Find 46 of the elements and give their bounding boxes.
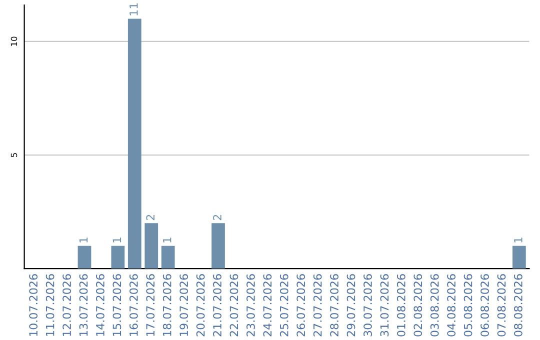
x-tick-label: 01.08.2026 [396,274,406,336]
bar [512,246,526,269]
bar [212,223,225,269]
x-tick-label: 22.07.2026 [230,274,238,336]
x-tick-label: 20.07.2026 [196,274,205,336]
x-tick-label: 03.08.2026 [430,274,439,336]
x-tick-label: 23.07.2026 [246,274,255,336]
x-tick-label: 05.08.2026 [464,274,472,336]
x-tick-label: 26.07.2026 [296,274,306,336]
x-tick-label: 25.07.2026 [280,274,288,336]
x-tick-label: 14.07.2026 [96,274,104,336]
data-label: 1 [514,238,522,242]
x-tick-label: 12.07.2026 [62,274,71,336]
y-tick-label: 10 [10,36,18,46]
x-tick-label: 15.07.2026 [112,274,122,336]
data-label: 1 [112,238,121,242]
x-tick-label: 17.07.2026 [146,274,155,336]
x-tick-label: 28.07.2026 [330,274,338,336]
x-tick-label: 30.07.2026 [364,274,372,336]
data-label: 1 [163,238,172,242]
y-tick-label: 5 [10,153,18,158]
x-tick-label: 07.08.2026 [497,274,506,336]
bar [78,246,92,269]
bar [111,246,125,269]
x-tick-label: 11.07.2026 [46,274,54,336]
bar [144,223,158,269]
x-tick-label: 24.07.2026 [263,274,272,336]
x-tick-label: 27.07.2026 [313,274,322,336]
x-tick-label: 16.07.2026 [129,274,138,336]
x-tick-label: 02.08.2026 [414,274,422,336]
x-tick-label: 21.07.2026 [213,274,222,336]
bar [128,18,142,269]
x-tick-label: 31.07.2026 [380,274,389,336]
data-label: 11 [130,3,138,16]
data-label: 2 [146,214,154,220]
data-label: 2 [213,214,222,220]
x-tick-label: 29.07.2026 [346,274,356,336]
x-tick-label: 08.08.2026 [514,274,522,336]
data-label: 1 [79,238,88,242]
x-tick-label: 10.07.2026 [29,274,38,336]
x-tick-label: 06.08.2026 [480,274,489,336]
x-tick-label: 04.08.2026 [447,274,456,336]
x-tick-label: 19.07.2026 [180,274,188,336]
x-tick-label: 18.07.2026 [162,274,172,336]
bar [161,246,175,269]
x-tick-label: 13.07.2026 [79,274,88,336]
